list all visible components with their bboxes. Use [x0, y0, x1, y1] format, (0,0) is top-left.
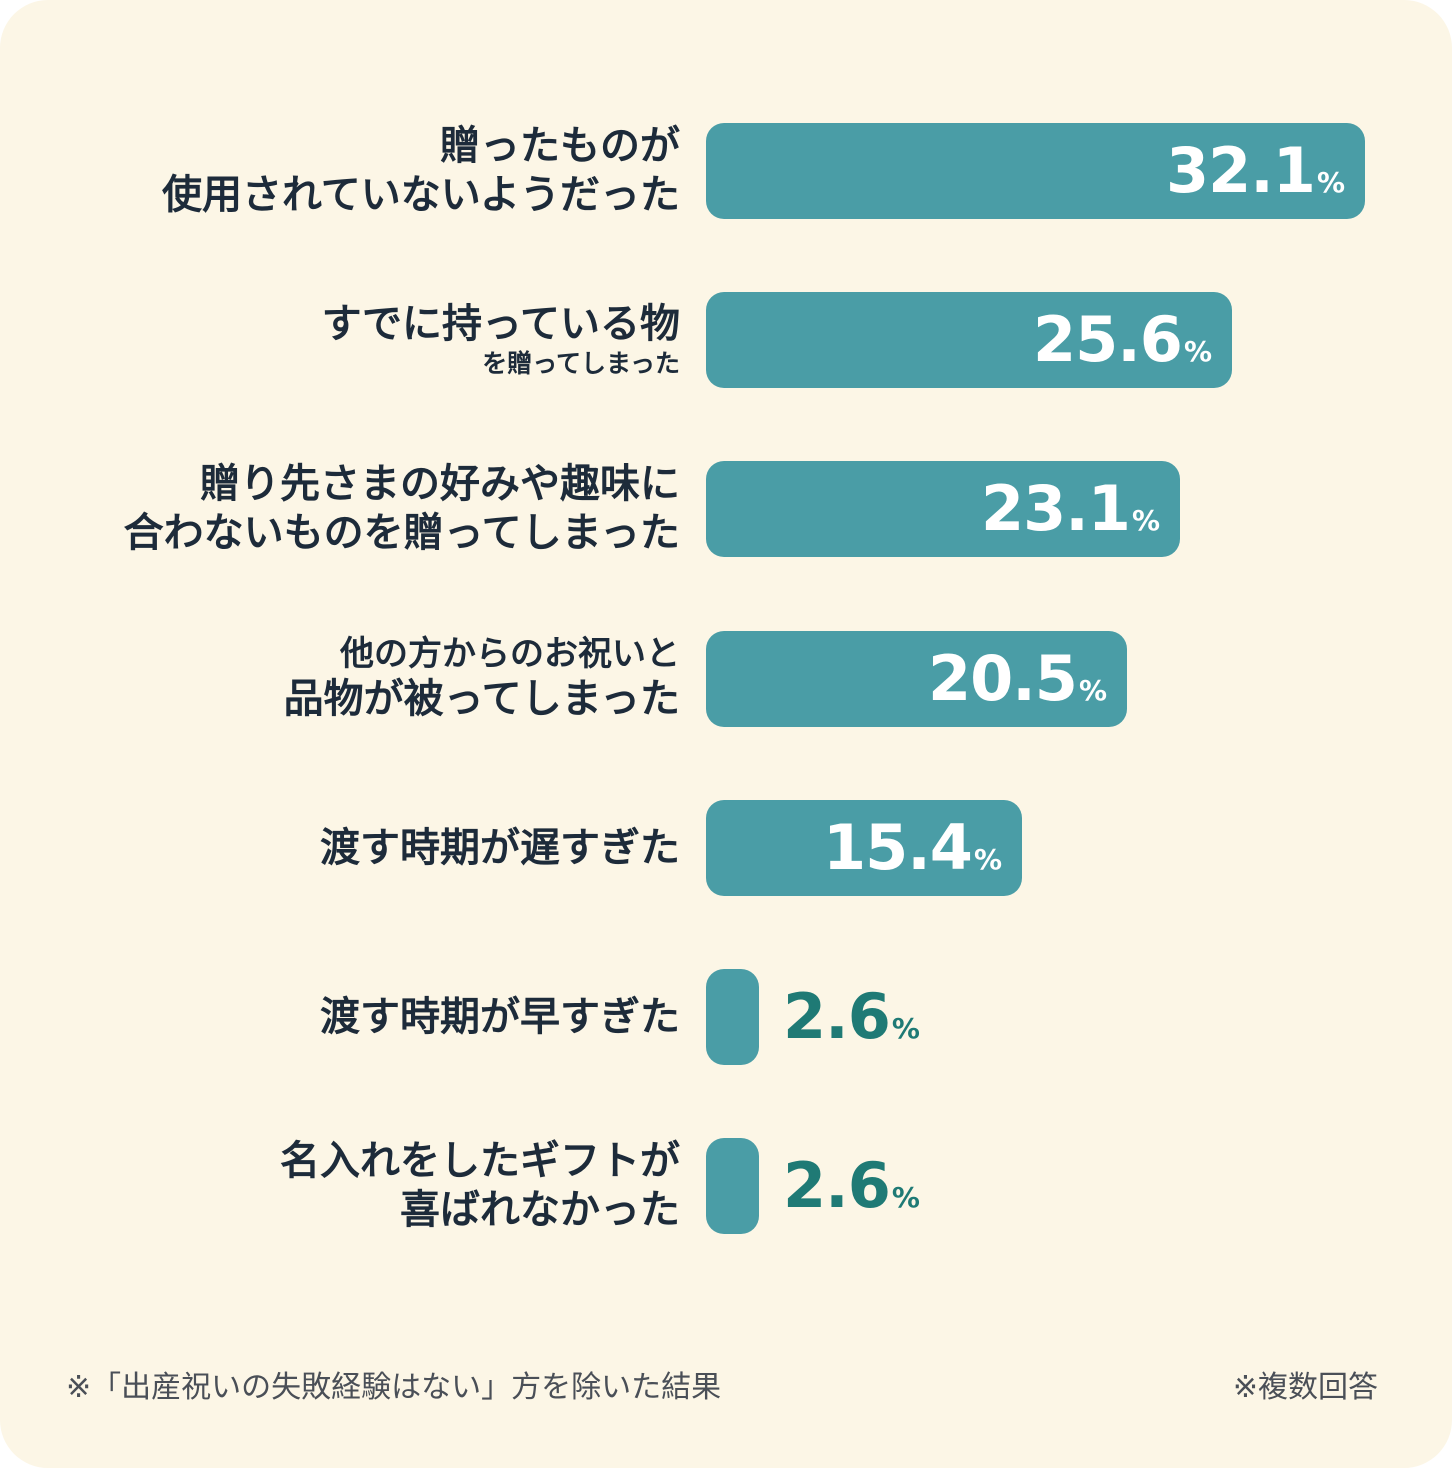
category-label-line: 合わないものを贈ってしまった: [123, 510, 680, 556]
category-label-line: 使用されていないようだった: [162, 172, 680, 218]
category-label-line: 贈り先さまの好みや趣味に: [200, 461, 680, 508]
category-label: 渡す時期が遅すぎた: [320, 800, 680, 896]
value-label: 32.1%: [1166, 123, 1345, 219]
category-label-line: 渡す時期が早すぎた: [320, 993, 680, 1040]
value-label: 23.1%: [981, 461, 1160, 557]
footnote-right: ※複数回答: [1232, 1370, 1378, 1405]
bar-row: 渡す時期が遅すぎた 15.4%: [0, 800, 1452, 896]
bar: [706, 123, 1365, 219]
value-number: 32.1: [1165, 134, 1316, 207]
value-number: 23.1: [980, 472, 1131, 545]
value-percent-sign: %: [1131, 504, 1160, 537]
category-label-line: 喜ばれなかった: [400, 1187, 680, 1233]
footnote-left: ※「出産祝いの失敗経験はない」方を除いた結果: [66, 1370, 722, 1405]
value-number: 25.6: [1032, 303, 1183, 376]
bar: [706, 800, 1022, 896]
value-number: 20.5: [927, 642, 1078, 715]
category-label-line: 他の方からのお祝いと: [340, 633, 680, 674]
value-number: 2.6: [783, 1149, 891, 1222]
category-label: 渡す時期が早すぎた: [320, 969, 680, 1065]
bar: [706, 292, 1232, 388]
value-label: 15.4%: [823, 800, 1002, 896]
value-label: 20.5%: [928, 631, 1107, 727]
category-label: 贈ったものが 使用されていないようだった: [162, 123, 680, 219]
bar-row: 渡す時期が早すぎた 2.6%: [0, 969, 1452, 1065]
value-percent-sign: %: [1078, 674, 1107, 707]
value-percent-sign: %: [1316, 166, 1345, 199]
category-label: 他の方からのお祝いと 品物が被ってしまった: [284, 631, 680, 727]
bar-row: 贈ったものが 使用されていないようだった 32.1%: [0, 123, 1452, 219]
bar: [706, 461, 1180, 557]
category-label: 名入れをしたギフトが 喜ばれなかった: [280, 1138, 680, 1234]
value-label: 2.6%: [783, 1138, 920, 1234]
category-label-line: 贈ったものが: [440, 123, 680, 170]
bar-row: 贈り先さまの好みや趣味に 合わないものを贈ってしまった 23.1%: [0, 461, 1452, 557]
bar-row: 他の方からのお祝いと 品物が被ってしまった 20.5%: [0, 631, 1452, 727]
bar-row: すでに持っている物 を贈ってしまった 25.6%: [0, 292, 1452, 388]
category-label-line: を贈ってしまった: [482, 349, 680, 379]
category-label-line: 品物が被ってしまった: [283, 676, 680, 723]
value-percent-sign: %: [973, 843, 1002, 876]
bar-row: 名入れをしたギフトが 喜ばれなかった 2.6%: [0, 1138, 1452, 1234]
bar: [706, 631, 1127, 727]
bar: [706, 969, 759, 1065]
category-label: すでに持っている物 を贈ってしまった: [322, 292, 680, 388]
value-percent-sign: %: [891, 1181, 920, 1214]
bar: [706, 1138, 759, 1234]
value-label: 2.6%: [783, 969, 920, 1065]
value-number: 15.4: [822, 811, 973, 884]
category-label: 贈り先さまの好みや趣味に 合わないものを贈ってしまった: [124, 461, 680, 557]
value-percent-sign: %: [891, 1012, 920, 1045]
category-label-line: 名入れをしたギフトが: [280, 1138, 680, 1185]
category-label-line: 渡す時期が遅すぎた: [320, 824, 680, 871]
value-label: 25.6%: [1033, 292, 1212, 388]
value-number: 2.6: [783, 980, 891, 1053]
value-percent-sign: %: [1183, 335, 1212, 368]
category-label-line: すでに持っている物: [321, 301, 680, 348]
